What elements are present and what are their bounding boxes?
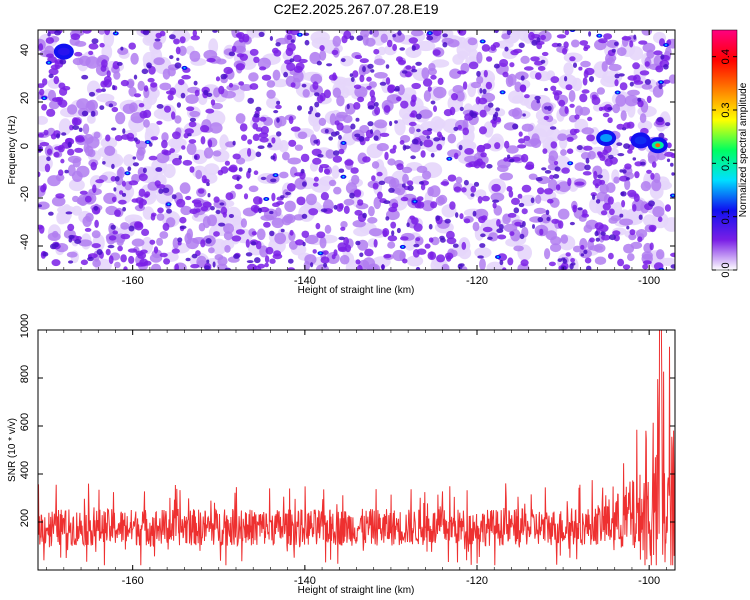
snr-xtick-label: -100 <box>638 575 660 587</box>
heatmap-xtick-label: -100 <box>638 275 660 287</box>
heatmap-xlabel: Height of straight line (km) <box>298 285 415 296</box>
colorbar: 0.0 0.1 0.2 0.3 0.4 Normalized spectral ampl… <box>711 29 749 278</box>
colorbar-tick-label: 0.4 <box>720 49 732 64</box>
colorbar-ticks: 0.0 0.1 0.2 0.3 0.4 <box>712 49 737 278</box>
heatmap-marks <box>38 30 675 270</box>
snr-ytick-label: 800 <box>19 365 31 383</box>
snr-panel: -160 -140 -120 -100 200 400 600 800 1000 Height … <box>7 314 676 596</box>
heatmap-xtick-label: -140 <box>294 275 316 287</box>
colorbar-tick-label: 0.0 <box>720 262 732 277</box>
heatmap-ytick-label: -20 <box>19 186 31 202</box>
snr-xtick-label: -140 <box>294 575 316 587</box>
chart-title: C2E2.2025.267.07.28.E19 <box>273 1 438 17</box>
heatmap-xtick-label: -120 <box>466 275 488 287</box>
snr-ylabel: SNR (10 * v/v) <box>7 418 18 482</box>
colorbar-tick-label: 0.3 <box>720 102 732 117</box>
heatmap-xtick-label: -160 <box>122 275 144 287</box>
heatmap-panel: -160 -140 -120 -100 40 20 0 -20 -40 Height of st… <box>7 29 676 296</box>
heatmap-ytick-label: 40 <box>19 44 31 56</box>
snr-ytick-label: 600 <box>19 413 31 431</box>
snr-ticks: -160 -140 -120 -100 200 400 600 800 1000 <box>19 314 675 587</box>
colorbar-label: Normalized spectral amplitude <box>738 82 749 217</box>
heatmap-ytick-label: 20 <box>19 92 31 104</box>
heatmap-ytick-label: -40 <box>19 234 31 250</box>
snr-ytick-label: 400 <box>19 461 31 479</box>
snr-ytick-label: 200 <box>19 509 31 527</box>
snr-xtick-label: -120 <box>466 575 488 587</box>
heatmap-ticks: -160 -140 -120 -100 40 20 0 -20 -40 <box>19 30 675 287</box>
colorbar-tick-label: 0.2 <box>720 156 732 171</box>
colorbar-tick-label: 0.1 <box>720 209 732 224</box>
heatmap-ytick-label: 0 <box>19 143 31 149</box>
snr-series-line <box>38 330 675 566</box>
colorbar-gradient <box>711 29 738 271</box>
heatmap-ylabel: Frequency (Hz) <box>7 116 18 185</box>
snr-xlabel: Height of straight line (km) <box>298 585 415 596</box>
snr-xtick-label: -160 <box>122 575 144 587</box>
snr-ytick-label: 1000 <box>19 314 31 338</box>
